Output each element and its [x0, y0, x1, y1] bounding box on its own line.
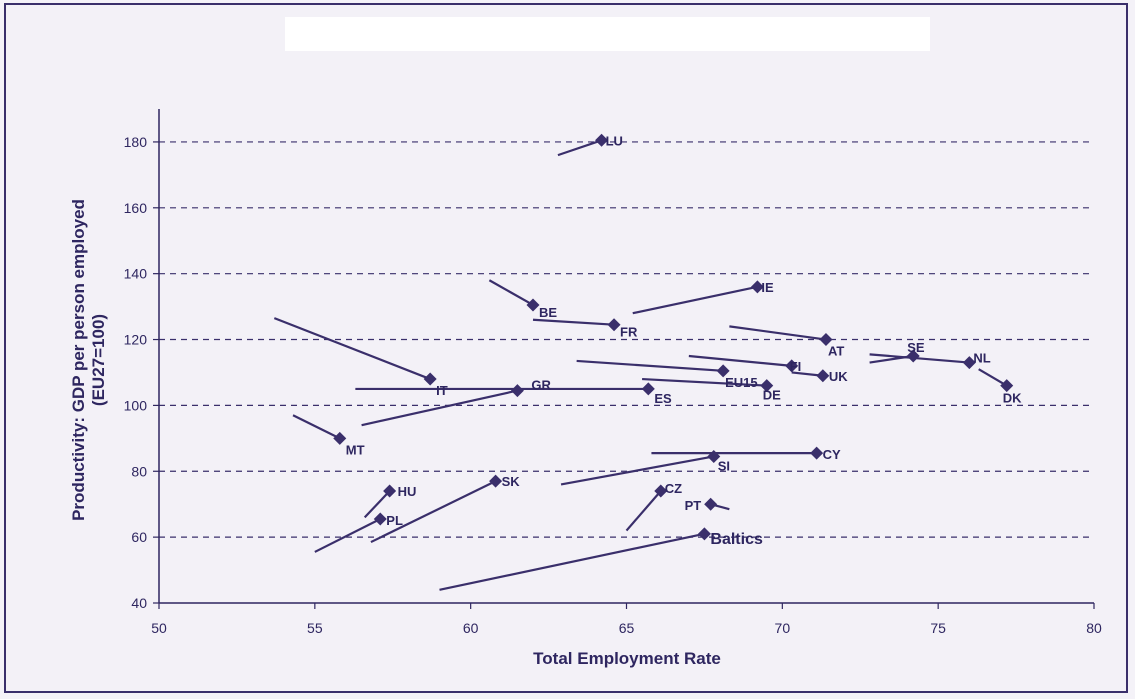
- marker-fr: [607, 318, 621, 332]
- y-tick-label-120: 120: [124, 332, 148, 348]
- trend-line-cz: [625, 490, 662, 532]
- marker-pl: [373, 512, 387, 526]
- grid-lines: [159, 141, 1094, 538]
- point-label-dk: DK: [1003, 391, 1022, 406]
- trend-line-sk: [370, 480, 497, 544]
- marker-mt: [333, 431, 347, 445]
- marker-ie: [750, 280, 764, 294]
- trend-line-at: [729, 325, 827, 341]
- chart-frame: [4, 3, 1128, 693]
- x-axis-title: Total Employment Rate: [533, 649, 721, 668]
- trend-line-nl: [869, 353, 970, 364]
- y-tick-label-140: 140: [124, 266, 148, 282]
- marker-eu15: [716, 364, 730, 378]
- x-tick-label-75: 75: [930, 620, 946, 636]
- point-label-fi: FI: [790, 359, 802, 374]
- point-label-si: SI: [718, 458, 730, 473]
- y-tick-label-180: 180: [124, 134, 148, 150]
- marker-si: [707, 449, 721, 463]
- x-tick-label-55: 55: [307, 620, 323, 636]
- point-label-sk: SK: [502, 474, 521, 489]
- marker-nl: [962, 356, 976, 370]
- marker-cz: [654, 484, 668, 498]
- marker-be: [526, 298, 540, 312]
- trend-line-dk: [978, 368, 1008, 387]
- y-axis-title-line-1: Productivity: GDP per person employed: [69, 199, 88, 521]
- point-label-mt: MT: [346, 442, 365, 457]
- trend-line-be: [488, 279, 534, 306]
- data-points: [333, 133, 1014, 541]
- trend-line-fi: [688, 354, 792, 367]
- point-label-cz: CZ: [665, 481, 682, 496]
- point-label-se: SE: [907, 340, 925, 355]
- trend-line-ie: [632, 285, 758, 315]
- marker-de: [760, 379, 774, 393]
- marker-fi: [785, 359, 799, 373]
- tick-labels: 40 60 80 100 120 140 160 180 50 55 60 65 70 75 80: [124, 134, 1102, 636]
- point-label-ie: IE: [761, 280, 774, 295]
- x-tick-label-50: 50: [151, 620, 167, 636]
- point-label-lu: LU: [606, 133, 623, 148]
- x-tick-label-60: 60: [463, 620, 479, 636]
- point-label-it: IT: [436, 383, 448, 398]
- x-tick-label-70: 70: [775, 620, 791, 636]
- point-label-pl: PL: [386, 513, 403, 528]
- trend-line-pl: [314, 518, 381, 553]
- point-label-cy: CY: [823, 447, 841, 462]
- marker-it: [423, 372, 437, 386]
- x-tick-label-80: 80: [1086, 620, 1102, 636]
- marker-pt: [704, 497, 718, 511]
- marker-es: [641, 382, 655, 396]
- trend-line-si: [560, 455, 714, 486]
- point-label-fr: FR: [620, 325, 638, 340]
- point-label-gr: GR: [531, 378, 551, 393]
- marker-lu: [595, 133, 609, 147]
- y-axis-title-line-2: (EU27=100): [89, 314, 108, 406]
- point-label-at: AT: [828, 344, 844, 359]
- point-label-eu15: EU15: [725, 375, 758, 390]
- point-label-nl: NL: [973, 351, 990, 366]
- y-tick-label-160: 160: [124, 200, 148, 216]
- marker-sk: [489, 474, 503, 488]
- marker-hu: [383, 484, 397, 498]
- marker-se: [906, 349, 920, 363]
- marker-gr: [510, 384, 524, 398]
- trend-line-it: [273, 317, 431, 381]
- trend-line-baltics: [439, 532, 705, 591]
- y-tick-label-100: 100: [124, 397, 148, 413]
- trend-line-hu: [363, 490, 391, 519]
- point-label-uk: UK: [829, 369, 848, 384]
- point-label-baltics: Baltics: [710, 531, 763, 548]
- trend-line-eu15: [576, 359, 724, 372]
- trend-line-gr: [361, 389, 518, 427]
- point-label-pt: PT: [685, 498, 702, 513]
- trend-line-fr: [532, 318, 615, 326]
- point-label-hu: HU: [398, 484, 417, 499]
- point-label-de: DE: [763, 388, 781, 403]
- marker-baltics: [697, 527, 711, 541]
- x-tick-label-65: 65: [619, 620, 635, 636]
- y-tick-label-40: 40: [131, 595, 147, 611]
- marker-uk: [816, 369, 830, 383]
- trend-line-mt: [292, 414, 341, 440]
- title-area: [285, 17, 930, 51]
- marker-cy: [810, 446, 824, 460]
- point-label-be: BE: [539, 305, 557, 320]
- y-tick-label-80: 80: [131, 463, 147, 479]
- trend-line-lu: [557, 139, 602, 157]
- y-tick-label-60: 60: [131, 529, 147, 545]
- point-labels: LU BE FR IE AT SE NL DK FI UK EU15 DE IT GR ES MT CY SI HU…: [346, 133, 1022, 548]
- trend-line-de: [642, 377, 767, 387]
- point-label-es: ES: [654, 391, 672, 406]
- marker-at: [819, 333, 833, 347]
- marker-dk: [1000, 379, 1014, 393]
